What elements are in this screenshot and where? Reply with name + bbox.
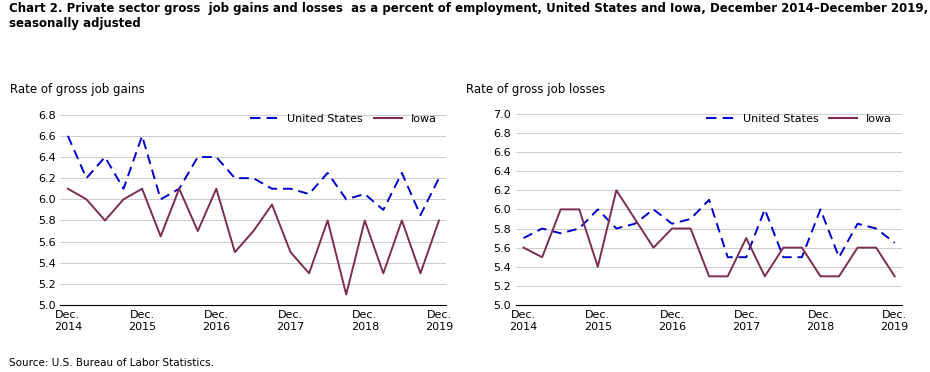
Iowa (833, 274, 844, 279)
Iowa (100, 218, 111, 223)
United States (193, 155, 204, 159)
Iowa (230, 250, 241, 254)
Iowa (889, 274, 900, 279)
United States (359, 192, 370, 196)
United States (81, 176, 92, 180)
Iowa (266, 202, 277, 207)
United States (667, 221, 678, 226)
Iowa (359, 218, 370, 223)
Iowa (574, 207, 585, 212)
United States (722, 255, 733, 259)
Iowa (322, 218, 333, 223)
United States (230, 176, 241, 180)
Iowa (433, 218, 445, 223)
United States (852, 221, 863, 226)
Legend: United States, Iowa: United States, Iowa (246, 110, 441, 129)
Iowa (415, 271, 426, 276)
Iowa (518, 246, 529, 250)
United States (174, 186, 185, 191)
Iowa (703, 274, 714, 279)
Iowa (815, 274, 826, 279)
United States (340, 197, 352, 202)
United States (611, 226, 622, 231)
United States (777, 255, 789, 259)
Iowa (852, 246, 863, 250)
Iowa (796, 246, 807, 250)
United States (211, 155, 222, 159)
Iowa (537, 255, 548, 259)
Iowa (211, 186, 222, 191)
United States (833, 255, 844, 259)
Text: seasonally adjusted: seasonally adjusted (9, 17, 141, 30)
Iowa (62, 186, 73, 191)
Line: Iowa: Iowa (68, 189, 439, 295)
Text: Rate of gross job losses: Rate of gross job losses (466, 83, 605, 96)
United States (100, 155, 111, 159)
Iowa (193, 229, 204, 233)
United States (555, 231, 566, 235)
Iowa (740, 236, 751, 240)
Iowa (118, 197, 129, 202)
United States (415, 213, 426, 217)
Line: United States: United States (524, 200, 895, 257)
United States (630, 221, 641, 226)
United States (592, 207, 604, 212)
United States (537, 226, 548, 231)
United States (396, 171, 407, 175)
Iowa (667, 226, 678, 231)
United States (685, 217, 697, 221)
United States (796, 255, 807, 259)
United States (889, 241, 900, 245)
United States (285, 186, 296, 191)
United States (759, 207, 770, 212)
United States (870, 226, 882, 231)
Iowa (592, 264, 604, 269)
Iowa (648, 246, 659, 250)
Iowa (777, 246, 789, 250)
Iowa (630, 217, 641, 221)
Iowa (303, 271, 314, 276)
Line: Iowa: Iowa (524, 190, 895, 276)
United States (378, 208, 389, 212)
Iowa (378, 271, 389, 276)
Iowa (155, 234, 166, 238)
United States (155, 197, 166, 202)
Legend: United States, Iowa: United States, Iowa (701, 110, 897, 129)
United States (648, 207, 659, 212)
Text: Source: U.S. Bureau of Labor Statistics.: Source: U.S. Bureau of Labor Statistics. (9, 358, 214, 368)
Iowa (685, 226, 697, 231)
Iowa (396, 218, 407, 223)
Iowa (247, 229, 259, 233)
Iowa (870, 246, 882, 250)
Iowa (285, 250, 296, 254)
Text: Chart 2. Private sector gross  job gains and losses  as a percent of employment,: Chart 2. Private sector gross job gains … (9, 2, 928, 15)
United States (118, 186, 129, 191)
United States (322, 171, 333, 175)
United States (62, 134, 73, 138)
Iowa (340, 292, 352, 297)
United States (703, 198, 714, 202)
United States (740, 255, 751, 259)
Iowa (137, 186, 148, 191)
United States (815, 207, 826, 212)
Iowa (555, 207, 566, 212)
Line: United States: United States (68, 136, 439, 215)
Iowa (611, 188, 622, 192)
United States (266, 186, 277, 191)
United States (433, 176, 445, 180)
United States (137, 134, 148, 138)
Iowa (174, 186, 185, 191)
United States (247, 176, 259, 180)
Iowa (81, 197, 92, 202)
United States (303, 192, 314, 196)
United States (574, 226, 585, 231)
Iowa (759, 274, 770, 279)
Text: Rate of gross job gains: Rate of gross job gains (10, 83, 145, 96)
United States (518, 236, 529, 240)
Iowa (722, 274, 733, 279)
